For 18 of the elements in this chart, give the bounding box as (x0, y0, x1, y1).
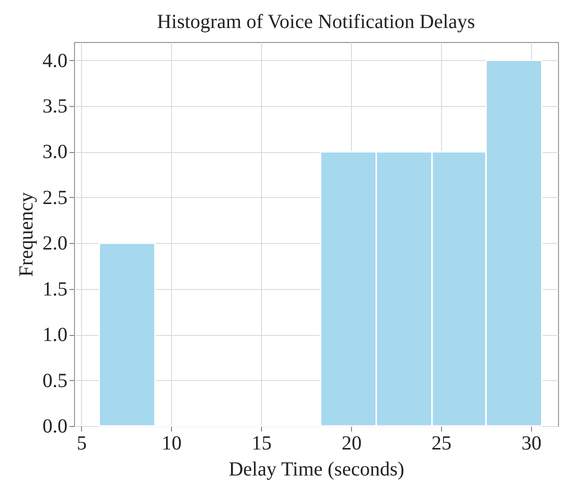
y-tick-label: 1.5 (42, 278, 68, 300)
y-axis-title: Frequency (16, 192, 38, 277)
chart-title: Histogram of Voice Notification Delays (156, 11, 476, 33)
y-tick-label: 2.5 (42, 186, 68, 209)
x-tick-label: 15 (252, 432, 272, 454)
y-tick-label: 2.0 (42, 232, 68, 255)
y-tick-label: 3.0 (42, 141, 68, 164)
x-tick-label: 20 (342, 432, 362, 454)
x-tick-label: 10 (162, 432, 182, 454)
x-tick-label: 30 (522, 432, 542, 454)
x-tick-label: 25 (432, 432, 452, 454)
y-tick-label: 0.0 (42, 416, 68, 438)
x-axis-title: Delay Time (seconds) (228, 458, 404, 480)
y-tick-label: 0.5 (42, 370, 68, 392)
x-tick-label: 5 (76, 432, 87, 454)
y-tick-label: 4.0 (42, 50, 68, 72)
y-tick-label: 1.0 (42, 324, 68, 346)
y-tick-label: 3.5 (42, 96, 68, 118)
